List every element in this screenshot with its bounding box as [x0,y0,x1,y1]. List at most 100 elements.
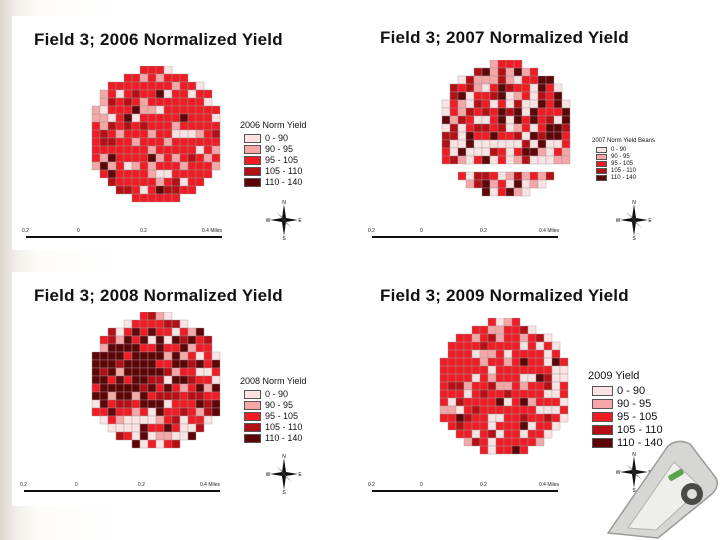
yield-cell [147,383,157,393]
yield-cell [123,431,133,441]
yield-cell [171,383,181,393]
yield-cell [139,327,149,337]
yield-cell [497,179,507,189]
yield-cell [131,327,141,337]
yield-cell [447,365,457,375]
yield-cell [139,81,149,91]
yield-cell [473,67,483,77]
legend-swatch [592,399,613,409]
scale-tick-label: 0.2 [22,228,29,234]
legend-label: 95 - 105 [265,411,299,421]
yield-cell [115,97,125,107]
yield-cell [503,405,513,415]
yield-cell [147,177,157,187]
yield-cell [99,351,109,361]
yield-cell [171,319,181,329]
yield-cell [203,367,213,377]
yield-cell [171,359,181,369]
yield-cell [139,415,149,425]
legend-item: 95 - 105 [596,161,633,167]
yield-cell [521,99,531,109]
yield-cell [559,365,569,375]
yield-cell [203,121,213,131]
yield-cell [115,327,125,337]
yield-cell [551,341,561,351]
device-icon [606,440,719,539]
yield-cell [527,365,537,375]
yield-cell [471,365,481,375]
yield-cell [115,391,125,401]
yield-cell [439,357,449,367]
yield-cell [455,421,465,431]
legend-swatch [244,411,261,421]
yield-cell [91,383,101,393]
yield-cell [471,413,481,423]
yield-cell [439,389,449,399]
yield-cell [521,131,531,141]
yield-cell [195,327,205,337]
yield-cell [537,115,547,125]
yield-cell [147,185,157,195]
legend-label: 0 - 90 [265,389,289,399]
yield-cell [503,325,513,335]
yield-cell [479,421,489,431]
legend-swatch [596,154,607,160]
yield-cell [487,357,497,367]
yield-cell [497,75,507,85]
scale-bar-line [24,490,220,492]
yield-cell [561,115,571,125]
yield-cell [179,351,189,361]
yield-cell [163,319,173,329]
yield-cell [553,123,563,133]
yield-cell [535,413,545,423]
yield-cell [147,367,157,377]
yield-cell [171,327,181,337]
yield-cell [115,335,125,345]
yield-cell [171,81,181,91]
yield-cell [441,107,451,117]
yield-cell [481,107,491,117]
yield-cell [195,81,205,91]
yield-cell [179,113,189,123]
yield-cell [179,177,189,187]
legend-swatch [244,422,261,432]
yield-cell [473,155,483,165]
yield-cell [479,381,489,391]
yield-cell [535,437,545,447]
compass-letter-w: W [266,472,271,478]
yield-cell [447,373,457,383]
yield-cell [513,67,523,77]
scale-tick-label: 0.4 Miles [200,482,221,488]
yield-cell [163,145,173,155]
yield-cell [155,169,165,179]
yield-cell [559,405,569,415]
yield-cell [99,129,109,139]
scale-tick-label: 0.2 [368,228,375,234]
panel-title: Field 3; 2007 Normalized Yield [380,28,629,47]
scale-tick-label: 0 [420,228,423,234]
yield-cell [195,407,205,417]
yield-cell [163,129,173,139]
yield-cell [473,147,483,157]
yield-cell [505,147,515,157]
yield-cell [123,407,133,417]
yield-cell [543,341,553,351]
yield-cell [115,105,125,115]
legend-label: 90 - 95 [265,144,294,154]
yield-cell [211,375,221,385]
yield-cell [537,155,547,165]
yield-cell [561,107,571,117]
yield-cell [527,405,537,415]
yield-cell [139,185,149,195]
yield-cell [139,423,149,433]
yield-cell [163,383,173,393]
yield-cell [147,431,157,441]
yield-cell [471,325,481,335]
yield-map-2006 [91,66,221,203]
yield-cell [155,312,165,321]
legend-swatch [596,168,607,174]
yield-cell [91,359,101,369]
yield-cell [457,107,467,117]
yield-cell [147,105,157,115]
yield-cell [513,115,523,125]
